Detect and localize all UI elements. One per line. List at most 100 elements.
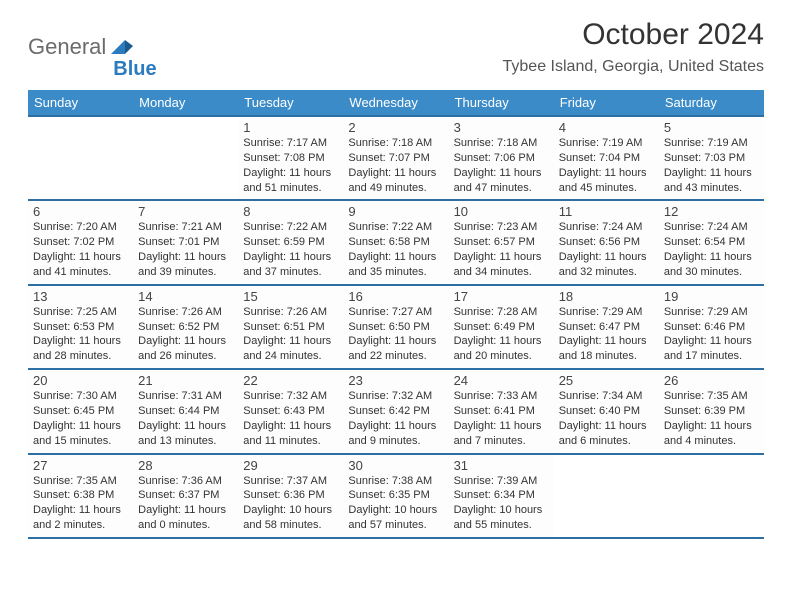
day-cell: 7Sunrise: 7:21 AMSunset: 7:01 PMDaylight… xyxy=(133,200,238,284)
sunrise-line: Sunrise: 7:32 AM xyxy=(243,389,338,404)
day-cell: 14Sunrise: 7:26 AMSunset: 6:52 PMDayligh… xyxy=(133,285,238,369)
sunset-line: Sunset: 6:47 PM xyxy=(559,320,654,335)
logo: General Blue xyxy=(28,18,157,69)
day-details: Sunrise: 7:35 AMSunset: 6:38 PMDaylight:… xyxy=(33,474,128,533)
logo-text-2: Blue xyxy=(113,58,156,81)
daylight-line: Daylight: 11 hours and 32 minutes. xyxy=(559,250,654,280)
daylight-line: Daylight: 11 hours and 11 minutes. xyxy=(243,419,338,449)
empty-cell xyxy=(28,116,133,200)
weekday-header: Tuesday xyxy=(238,90,343,116)
sunset-line: Sunset: 6:49 PM xyxy=(454,320,549,335)
day-cell: 17Sunrise: 7:28 AMSunset: 6:49 PMDayligh… xyxy=(449,285,554,369)
day-number: 13 xyxy=(33,289,128,304)
daylight-line: Daylight: 11 hours and 37 minutes. xyxy=(243,250,338,280)
day-number: 14 xyxy=(138,289,233,304)
sunset-line: Sunset: 6:51 PM xyxy=(243,320,338,335)
sunset-line: Sunset: 6:42 PM xyxy=(348,404,443,419)
sunset-line: Sunset: 6:44 PM xyxy=(138,404,233,419)
day-details: Sunrise: 7:19 AMSunset: 7:03 PMDaylight:… xyxy=(664,136,759,195)
day-details: Sunrise: 7:22 AMSunset: 6:59 PMDaylight:… xyxy=(243,220,338,279)
day-cell: 22Sunrise: 7:32 AMSunset: 6:43 PMDayligh… xyxy=(238,369,343,453)
sunset-line: Sunset: 6:34 PM xyxy=(454,488,549,503)
sunrise-line: Sunrise: 7:35 AM xyxy=(664,389,759,404)
sunrise-line: Sunrise: 7:22 AM xyxy=(243,220,338,235)
location: Tybee Island, Georgia, United States xyxy=(503,58,764,76)
weekday-header: Wednesday xyxy=(343,90,448,116)
day-number: 17 xyxy=(454,289,549,304)
day-cell: 18Sunrise: 7:29 AMSunset: 6:47 PMDayligh… xyxy=(554,285,659,369)
day-number: 21 xyxy=(138,373,233,388)
day-details: Sunrise: 7:34 AMSunset: 6:40 PMDaylight:… xyxy=(559,389,654,448)
sunrise-line: Sunrise: 7:26 AM xyxy=(138,305,233,320)
daylight-line: Daylight: 11 hours and 45 minutes. xyxy=(559,166,654,196)
day-number: 25 xyxy=(559,373,654,388)
day-cell: 13Sunrise: 7:25 AMSunset: 6:53 PMDayligh… xyxy=(28,285,133,369)
weekday-header: Monday xyxy=(133,90,238,116)
day-details: Sunrise: 7:23 AMSunset: 6:57 PMDaylight:… xyxy=(454,220,549,279)
day-number: 9 xyxy=(348,204,443,219)
sunrise-line: Sunrise: 7:33 AM xyxy=(454,389,549,404)
sunset-line: Sunset: 7:06 PM xyxy=(454,151,549,166)
day-cell: 23Sunrise: 7:32 AMSunset: 6:42 PMDayligh… xyxy=(343,369,448,453)
day-details: Sunrise: 7:37 AMSunset: 6:36 PMDaylight:… xyxy=(243,474,338,533)
empty-cell xyxy=(133,116,238,200)
weekday-header: Friday xyxy=(554,90,659,116)
day-details: Sunrise: 7:18 AMSunset: 7:07 PMDaylight:… xyxy=(348,136,443,195)
calendar-row: 13Sunrise: 7:25 AMSunset: 6:53 PMDayligh… xyxy=(28,285,764,369)
sunrise-line: Sunrise: 7:21 AM xyxy=(138,220,233,235)
day-number: 19 xyxy=(664,289,759,304)
sunrise-line: Sunrise: 7:18 AM xyxy=(348,136,443,151)
calendar-row: 20Sunrise: 7:30 AMSunset: 6:45 PMDayligh… xyxy=(28,369,764,453)
day-details: Sunrise: 7:19 AMSunset: 7:04 PMDaylight:… xyxy=(559,136,654,195)
daylight-line: Daylight: 11 hours and 6 minutes. xyxy=(559,419,654,449)
day-number: 26 xyxy=(664,373,759,388)
sunset-line: Sunset: 7:07 PM xyxy=(348,151,443,166)
day-details: Sunrise: 7:31 AMSunset: 6:44 PMDaylight:… xyxy=(138,389,233,448)
day-number: 15 xyxy=(243,289,338,304)
day-details: Sunrise: 7:28 AMSunset: 6:49 PMDaylight:… xyxy=(454,305,549,364)
daylight-line: Daylight: 10 hours and 55 minutes. xyxy=(454,503,549,533)
day-details: Sunrise: 7:30 AMSunset: 6:45 PMDaylight:… xyxy=(33,389,128,448)
day-details: Sunrise: 7:29 AMSunset: 6:46 PMDaylight:… xyxy=(664,305,759,364)
sunrise-line: Sunrise: 7:34 AM xyxy=(559,389,654,404)
sunset-line: Sunset: 6:50 PM xyxy=(348,320,443,335)
weekday-header: Sunday xyxy=(28,90,133,116)
sunrise-line: Sunrise: 7:26 AM xyxy=(243,305,338,320)
day-details: Sunrise: 7:18 AMSunset: 7:06 PMDaylight:… xyxy=(454,136,549,195)
day-number: 1 xyxy=(243,120,338,135)
day-details: Sunrise: 7:38 AMSunset: 6:35 PMDaylight:… xyxy=(348,474,443,533)
sunset-line: Sunset: 7:01 PM xyxy=(138,235,233,250)
daylight-line: Daylight: 11 hours and 18 minutes. xyxy=(559,334,654,364)
daylight-line: Daylight: 11 hours and 24 minutes. xyxy=(243,334,338,364)
sunrise-line: Sunrise: 7:19 AM xyxy=(559,136,654,151)
sunrise-line: Sunrise: 7:24 AM xyxy=(559,220,654,235)
sunset-line: Sunset: 6:40 PM xyxy=(559,404,654,419)
sunrise-line: Sunrise: 7:36 AM xyxy=(138,474,233,489)
sunset-line: Sunset: 6:41 PM xyxy=(454,404,549,419)
day-number: 3 xyxy=(454,120,549,135)
sunset-line: Sunset: 6:43 PM xyxy=(243,404,338,419)
day-cell: 6Sunrise: 7:20 AMSunset: 7:02 PMDaylight… xyxy=(28,200,133,284)
day-number: 4 xyxy=(559,120,654,135)
title-block: October 2024 Tybee Island, Georgia, Unit… xyxy=(503,18,764,76)
day-cell: 19Sunrise: 7:29 AMSunset: 6:46 PMDayligh… xyxy=(659,285,764,369)
day-number: 22 xyxy=(243,373,338,388)
day-cell: 3Sunrise: 7:18 AMSunset: 7:06 PMDaylight… xyxy=(449,116,554,200)
day-details: Sunrise: 7:24 AMSunset: 6:56 PMDaylight:… xyxy=(559,220,654,279)
daylight-line: Daylight: 11 hours and 20 minutes. xyxy=(454,334,549,364)
day-details: Sunrise: 7:35 AMSunset: 6:39 PMDaylight:… xyxy=(664,389,759,448)
sunrise-line: Sunrise: 7:38 AM xyxy=(348,474,443,489)
day-details: Sunrise: 7:36 AMSunset: 6:37 PMDaylight:… xyxy=(138,474,233,533)
day-cell: 15Sunrise: 7:26 AMSunset: 6:51 PMDayligh… xyxy=(238,285,343,369)
daylight-line: Daylight: 11 hours and 39 minutes. xyxy=(138,250,233,280)
sunrise-line: Sunrise: 7:23 AM xyxy=(454,220,549,235)
day-cell: 1Sunrise: 7:17 AMSunset: 7:08 PMDaylight… xyxy=(238,116,343,200)
day-cell: 21Sunrise: 7:31 AMSunset: 6:44 PMDayligh… xyxy=(133,369,238,453)
daylight-line: Daylight: 11 hours and 47 minutes. xyxy=(454,166,549,196)
sunset-line: Sunset: 6:37 PM xyxy=(138,488,233,503)
sunrise-line: Sunrise: 7:32 AM xyxy=(348,389,443,404)
calendar-row: 1Sunrise: 7:17 AMSunset: 7:08 PMDaylight… xyxy=(28,116,764,200)
calendar-table: SundayMondayTuesdayWednesdayThursdayFrid… xyxy=(28,90,764,539)
day-cell: 2Sunrise: 7:18 AMSunset: 7:07 PMDaylight… xyxy=(343,116,448,200)
day-cell: 16Sunrise: 7:27 AMSunset: 6:50 PMDayligh… xyxy=(343,285,448,369)
